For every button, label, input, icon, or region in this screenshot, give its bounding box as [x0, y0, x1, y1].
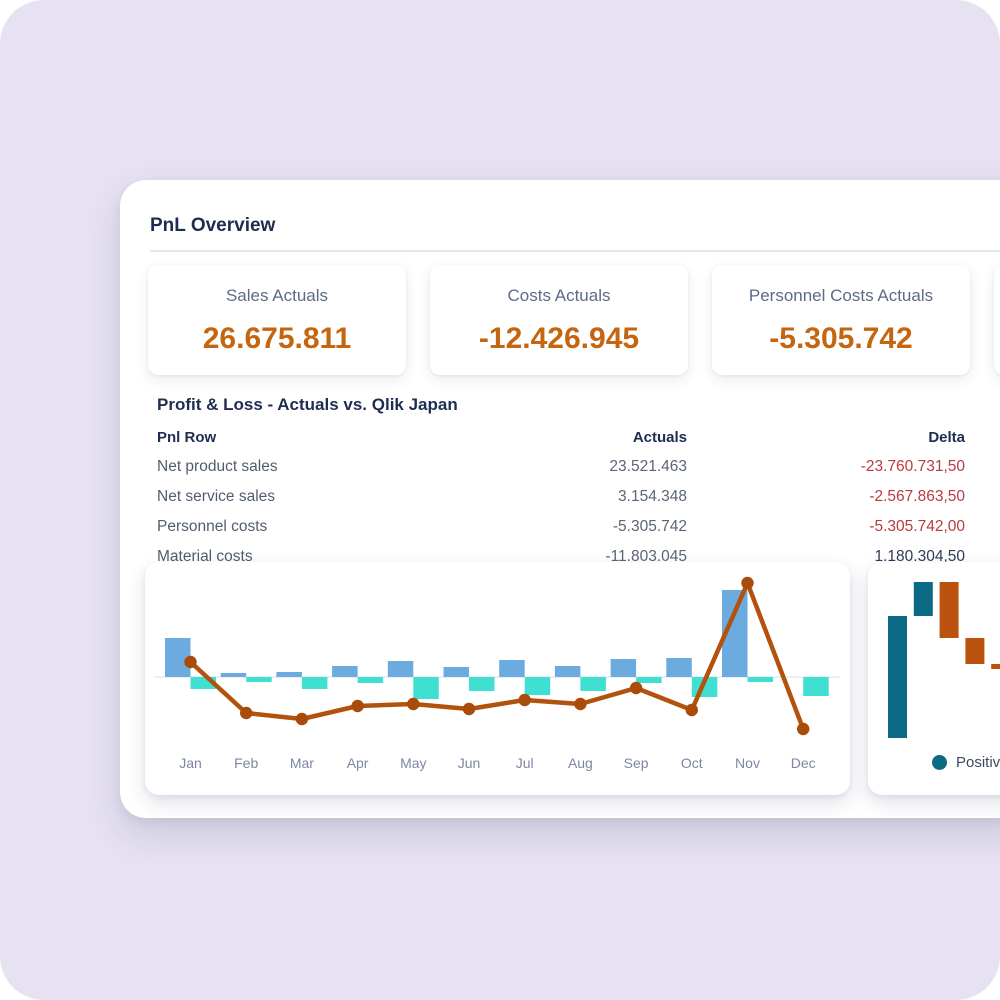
- combo-chart-card[interactable]: Jan Feb Mar Apr May Jun Jul Aug Sep Oct Nov Dec: [145, 562, 850, 795]
- waterfall-chart-card[interactable]: Positiv: [868, 562, 1000, 795]
- x-axis-label: Nov: [735, 755, 760, 771]
- kpi-label: Costs Actuals: [507, 286, 611, 305]
- delta-value: -2.567.863,50: [869, 488, 965, 505]
- kpi-row: Sales Actuals 26.675.811 Costs Actuals -…: [148, 265, 1000, 375]
- positive-bar-jul[interactable]: [499, 660, 525, 677]
- positive-bar-feb[interactable]: [220, 673, 247, 677]
- positive-bar-mar[interactable]: [276, 672, 302, 677]
- kpi-card-personnel-costs-actuals[interactable]: Personnel Costs Actuals -5.305.742: [712, 265, 970, 375]
- line-marker-oct[interactable]: [685, 703, 698, 717]
- line-marker-jan[interactable]: [184, 655, 197, 669]
- column-header-actuals[interactable]: Actuals: [632, 428, 687, 446]
- x-axis-label: Mar: [290, 755, 314, 771]
- pnl-overview-card: PnL Overview Sales Actuals 26.675.811 Co…: [120, 180, 1000, 818]
- page-title: PnL Overview: [150, 215, 276, 236]
- table-row[interactable]: Net service sales 3.154.348 -2.567.863,5…: [157, 482, 965, 512]
- combo-chart[interactable]: Jan Feb Mar Apr May Jun Jul Aug Sep Oct Nov Dec: [145, 562, 850, 795]
- line-marker-mar[interactable]: [295, 712, 309, 726]
- column-header-pnl-row[interactable]: Pnl Row: [157, 428, 217, 446]
- row-label: Net product sales: [157, 458, 278, 475]
- table-header-row: Pnl Row Actuals Delta: [157, 422, 965, 452]
- line-marker-nov[interactable]: [741, 576, 754, 590]
- waterfall-legend[interactable]: Positiv: [932, 754, 1000, 771]
- line-marker-aug[interactable]: [574, 697, 587, 711]
- kpi-value: 26.675.811: [202, 322, 352, 355]
- line-marker-jul[interactable]: [518, 693, 531, 707]
- x-axis-label: Aug: [568, 755, 593, 771]
- table-row[interactable]: Net product sales 23.521.463 -23.760.731…: [157, 452, 965, 482]
- title-divider: [150, 250, 1000, 252]
- waterfall-positive-bar[interactable]: [913, 582, 933, 616]
- kpi-value: -5.305.742: [769, 322, 913, 355]
- kpi-card-sales-actuals[interactable]: Sales Actuals 26.675.811: [148, 265, 406, 375]
- delta-value: -23.760.731,50: [860, 458, 965, 475]
- line-marker-apr[interactable]: [351, 699, 364, 713]
- positive-bar-sep[interactable]: [610, 659, 637, 677]
- waterfall-negative-bar[interactable]: [939, 582, 959, 638]
- pnl-table: Profit & Loss - Actuals vs. Qlik Japan P…: [157, 392, 965, 572]
- negative-bar-jul[interactable]: [524, 677, 551, 695]
- x-axis-label: Jul: [516, 755, 534, 771]
- kpi-card-partial[interactable]: [994, 265, 1000, 375]
- line-marker-jun[interactable]: [462, 702, 476, 716]
- table-row[interactable]: Personnel costs -5.305.742 -5.305.742,00: [157, 512, 965, 542]
- negative-bar-jun[interactable]: [469, 677, 495, 691]
- waterfall-positive-bar[interactable]: [888, 616, 907, 738]
- positive-bar-jun[interactable]: [443, 667, 470, 677]
- waterfall-negative-bar[interactable]: [965, 638, 985, 664]
- negative-bar-may[interactable]: [413, 677, 439, 699]
- x-axis-label: Apr: [347, 755, 369, 771]
- x-axis-label: May: [400, 755, 426, 771]
- positive-bar-oct[interactable]: [666, 658, 692, 677]
- negative-bar-aug[interactable]: [580, 677, 606, 691]
- table-row[interactable]: Material costs -11.803.045 1.180.304,50: [157, 542, 965, 572]
- x-axis-label: Oct: [681, 755, 703, 771]
- column-header-delta[interactable]: Delta: [928, 428, 965, 446]
- negative-bar-nov[interactable]: [747, 677, 774, 682]
- actuals-value: 3.154.348: [618, 488, 687, 505]
- kpi-label: Sales Actuals: [225, 286, 329, 305]
- line-marker-dec[interactable]: [797, 722, 810, 736]
- actuals-value: -11.803.045: [605, 548, 687, 565]
- delta-value: 1.180.304,50: [874, 548, 965, 565]
- line-marker-may[interactable]: [407, 697, 420, 711]
- legend-label: Positiv: [956, 754, 1000, 771]
- legend-dot-positive-icon: [932, 755, 947, 770]
- row-label: Material costs: [157, 548, 253, 565]
- line-marker-sep[interactable]: [629, 681, 643, 695]
- waterfall-negative-bar[interactable]: [991, 664, 1000, 669]
- x-axis-label: Jan: [179, 755, 202, 771]
- kpi-card-costs-actuals[interactable]: Costs Actuals -12.426.945: [430, 265, 688, 375]
- table-title: Profit & Loss - Actuals vs. Qlik Japan: [157, 395, 458, 414]
- row-label: Net service sales: [157, 488, 276, 505]
- x-axis-label: Feb: [234, 755, 258, 771]
- x-axis-label: Sep: [624, 755, 649, 771]
- negative-bar-sep[interactable]: [636, 677, 662, 683]
- positive-bar-apr[interactable]: [332, 666, 358, 677]
- negative-bar-apr[interactable]: [357, 677, 384, 683]
- negative-bar-feb[interactable]: [246, 677, 272, 682]
- positive-bar-may[interactable]: [387, 661, 414, 677]
- negative-bar-dec[interactable]: [803, 677, 829, 696]
- x-axis-label: Jun: [458, 755, 481, 771]
- line-marker-feb[interactable]: [240, 706, 253, 720]
- positive-bar-aug[interactable]: [554, 666, 581, 677]
- actuals-value: -5.305.742: [612, 518, 687, 535]
- delta-value: -5.305.742,00: [869, 518, 965, 535]
- x-axis-label: Dec: [791, 755, 816, 771]
- negative-bar-mar[interactable]: [301, 677, 328, 689]
- kpi-value: -12.426.945: [478, 322, 640, 355]
- row-label: Personnel costs: [157, 518, 268, 535]
- trend-line[interactable]: [188, 580, 806, 732]
- kpi-label: Personnel Costs Actuals: [748, 286, 934, 305]
- waterfall-chart[interactable]: [868, 562, 1000, 795]
- actuals-value: 23.521.463: [609, 458, 687, 475]
